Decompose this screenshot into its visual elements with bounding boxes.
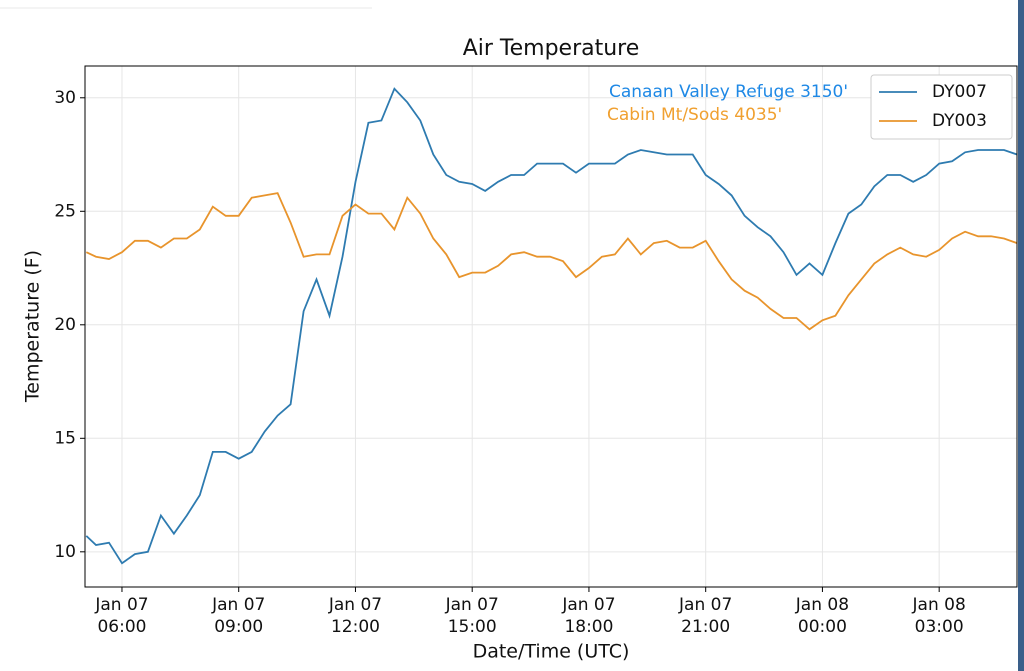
y-axis-label: Temperature (F)	[22, 250, 44, 403]
x-tick-label: Jan 07	[678, 595, 732, 615]
y-tick-label: 20	[54, 315, 76, 335]
x-tick-label: 18:00	[564, 617, 613, 637]
plot-frame	[84, 65, 1018, 588]
x-tick-label: Jan 07	[328, 595, 382, 615]
x-tick-label: Jan 07	[445, 595, 499, 615]
x-tick-label: 00:00	[798, 617, 847, 637]
x-tick-label: 15:00	[448, 617, 497, 637]
x-tick-label: Jan 08	[912, 595, 966, 615]
y-tick-label: 15	[54, 428, 76, 448]
window-edge	[1018, 0, 1024, 671]
annotation: Canaan Valley Refuge 3150'	[609, 82, 848, 102]
chart-title: Air Temperature	[463, 36, 640, 61]
data-line	[85, 192, 1017, 331]
x-tick-label: Jan 07	[94, 595, 148, 615]
y-tick-label: 25	[54, 201, 76, 221]
x-tick-label: 12:00	[331, 617, 380, 637]
x-tick-label: 09:00	[214, 617, 263, 637]
x-tick-label: 03:00	[915, 617, 964, 637]
legend-box	[870, 74, 1013, 140]
x-tick-label: Jan 07	[561, 595, 615, 615]
legend-label: DY003	[932, 111, 987, 131]
y-tick-label: 30	[54, 88, 76, 108]
x-tick-label: 21:00	[681, 617, 730, 637]
annotation: Cabin Mt/Sods 4035'	[607, 105, 782, 125]
x-tick-label: 06:00	[97, 617, 146, 637]
data-line	[85, 87, 1017, 565]
legend-label: DY007	[932, 82, 987, 102]
x-tick-label: Jan 07	[211, 595, 265, 615]
x-axis-label: Date/Time (UTC)	[473, 641, 630, 663]
x-tick-label: Jan 08	[795, 595, 849, 615]
y-tick-label: 10	[54, 542, 76, 562]
